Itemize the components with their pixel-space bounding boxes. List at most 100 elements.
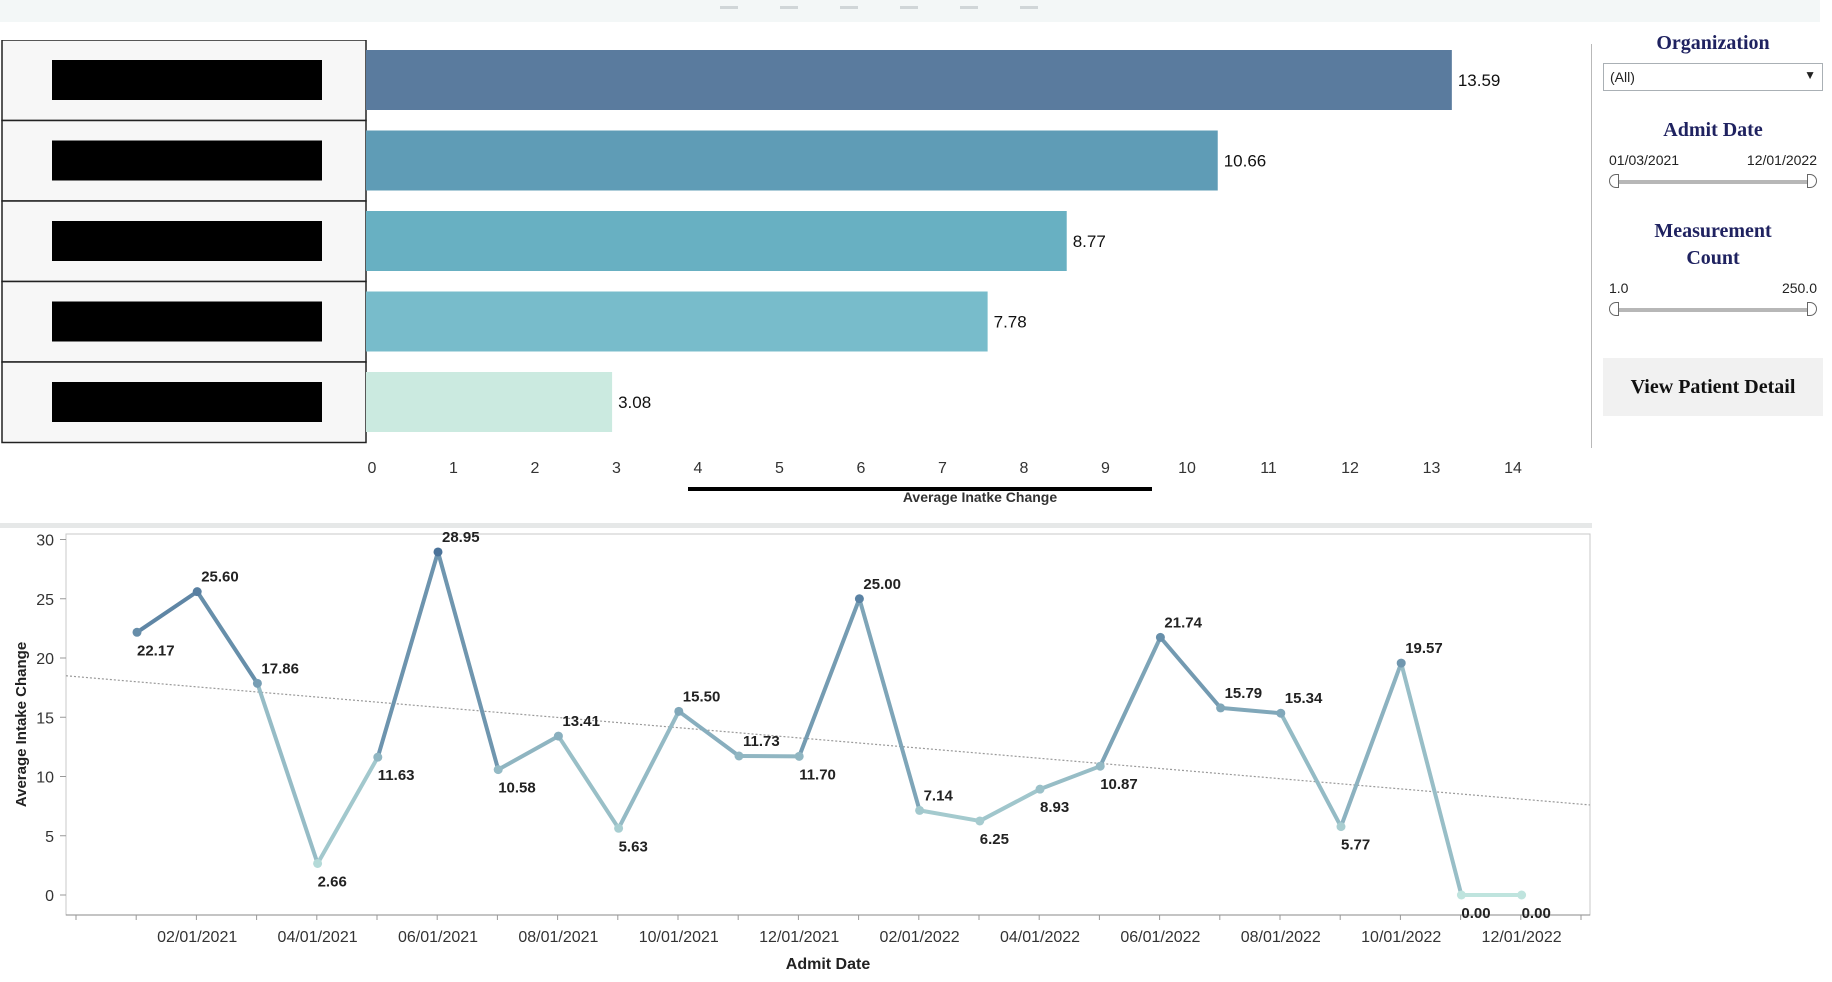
point-data-label: 7.14	[924, 787, 954, 804]
line-chart-svg: 0 5 10 15 20 25 30 Average Intake Change 02/01/2…	[13, 529, 1591, 973]
slider-track	[1615, 180, 1811, 184]
line-segment	[616, 709, 681, 831]
point-data-label: 11.63	[378, 767, 415, 784]
data-point	[614, 823, 624, 833]
line-segment	[1038, 764, 1103, 792]
point-data-label: 15.34	[1285, 690, 1323, 707]
admit-date-filter-title: Admit Date	[1663, 119, 1763, 141]
data-point	[794, 751, 804, 761]
data-point	[553, 731, 563, 741]
point-data-label: 19.57	[1405, 640, 1443, 657]
bar-data-label: 10.66	[1224, 152, 1267, 171]
data-point	[132, 627, 142, 637]
slider-min-handle[interactable]	[1609, 302, 1619, 316]
bar	[366, 50, 1452, 110]
bar-data-label: 7.78	[994, 313, 1027, 332]
redacted-category-box	[52, 301, 322, 342]
x-tick-label: 1	[449, 460, 458, 477]
point-data-label: 15.79	[1225, 685, 1263, 702]
measurement-count-min: 1.0	[1609, 280, 1629, 296]
x-tick-label: 06/01/2022	[1120, 929, 1200, 946]
view-patient-detail-button[interactable]: View Patient Detail	[1603, 358, 1823, 416]
x-tick-label: 08/01/2021	[518, 929, 598, 946]
data-point	[1456, 890, 1466, 900]
x-tick-label: 9	[1101, 460, 1110, 477]
point-data-label: 5.63	[619, 838, 648, 855]
top-title-strip	[0, 0, 1820, 22]
data-point	[1336, 822, 1346, 832]
point-data-label: 0.00	[1522, 905, 1551, 922]
x-tick-label: 02/01/2021	[157, 929, 237, 946]
point-data-label: 10.58	[498, 780, 536, 797]
bar	[366, 291, 988, 352]
caret-down-icon[interactable]: ▼	[1804, 68, 1816, 82]
admit-date-max: 12/01/2022	[1746, 152, 1817, 168]
line-segment	[676, 709, 741, 758]
slider-track	[1615, 308, 1811, 312]
data-point	[1396, 658, 1406, 668]
line-segment	[1278, 711, 1343, 829]
data-point	[915, 805, 925, 815]
x-tick-label: 5	[775, 460, 784, 477]
line-segment	[375, 549, 440, 760]
point-data-label: 25.00	[863, 576, 901, 593]
x-tick-label: 02/01/2022	[880, 929, 960, 946]
data-point	[373, 752, 383, 762]
measurement-count-slider[interactable]	[1609, 300, 1817, 320]
admit-date-min: 01/03/2021	[1609, 152, 1680, 168]
y-tick-label: 25	[36, 592, 54, 609]
y-tick-label: 20	[36, 651, 54, 668]
data-point	[854, 594, 864, 604]
organization-filter-title: Organization	[1656, 32, 1770, 54]
slider-max-handle[interactable]	[1807, 302, 1817, 316]
bar-data-label: 13.59	[1458, 71, 1501, 90]
admit-date-slider[interactable]	[1609, 172, 1817, 192]
admit-date-range-values: 01/03/2021 12/01/2022	[1603, 152, 1823, 168]
slider-min-handle[interactable]	[1609, 174, 1619, 188]
measurement-count-title-line2: Count	[1686, 247, 1740, 269]
x-tick-label: 12/01/2021	[759, 929, 839, 946]
organization-dropdown[interactable]: (All) ▼	[1603, 63, 1823, 91]
point-data-label: 10.87	[1100, 776, 1138, 793]
x-tick-label: 04/01/2021	[278, 929, 358, 946]
panel-divider	[1591, 44, 1592, 448]
line-segment	[315, 755, 380, 866]
slider-max-handle[interactable]	[1807, 174, 1817, 188]
point-data-label: 28.95	[442, 529, 480, 546]
y-axis-title: Average Intake Change	[13, 642, 30, 807]
point-data-label: 0.00	[1461, 905, 1490, 922]
data-point	[433, 547, 443, 557]
point-data-label: 21.74	[1164, 614, 1202, 631]
line-segment	[436, 549, 501, 772]
point-data-label: 22.17	[137, 642, 175, 659]
x-tick-label: 7	[938, 460, 947, 477]
measurement-count-max: 250.0	[1781, 280, 1817, 296]
data-point	[1095, 761, 1105, 771]
x-tick-label: 12	[1341, 460, 1359, 477]
y-tick-label: 30	[36, 533, 54, 550]
line-segment	[496, 734, 561, 772]
data-point	[734, 751, 744, 761]
bar	[366, 130, 1218, 191]
line-segment	[917, 808, 982, 823]
line-segment	[135, 589, 200, 635]
plot-frame	[65, 533, 1591, 916]
point-data-label: 5.77	[1341, 837, 1370, 854]
x-tick-label: 8	[1020, 460, 1029, 477]
x-tick-label: 13	[1423, 460, 1441, 477]
data-point	[1155, 632, 1165, 642]
bar-chart: 13.59 10.66 8.77 7.78 3.08 0 1 2 3 4 5 6 7 8 9 10 11 12 13…	[0, 40, 1580, 510]
x-tick-label: 11	[1260, 460, 1277, 477]
measurement-count-range-values: 1.0 250.0	[1603, 280, 1823, 296]
x-axis-title: Average Inatke Change	[903, 489, 1058, 505]
line-segment	[195, 589, 260, 686]
y-tick-label: 10	[36, 770, 54, 787]
line-segment	[1098, 635, 1163, 769]
data-point	[674, 706, 684, 716]
line-segment	[556, 734, 621, 831]
x-tick-label: 08/01/2022	[1241, 929, 1321, 946]
bar	[366, 372, 613, 432]
data-point	[192, 587, 202, 597]
y-tick-label: 5	[45, 829, 54, 846]
